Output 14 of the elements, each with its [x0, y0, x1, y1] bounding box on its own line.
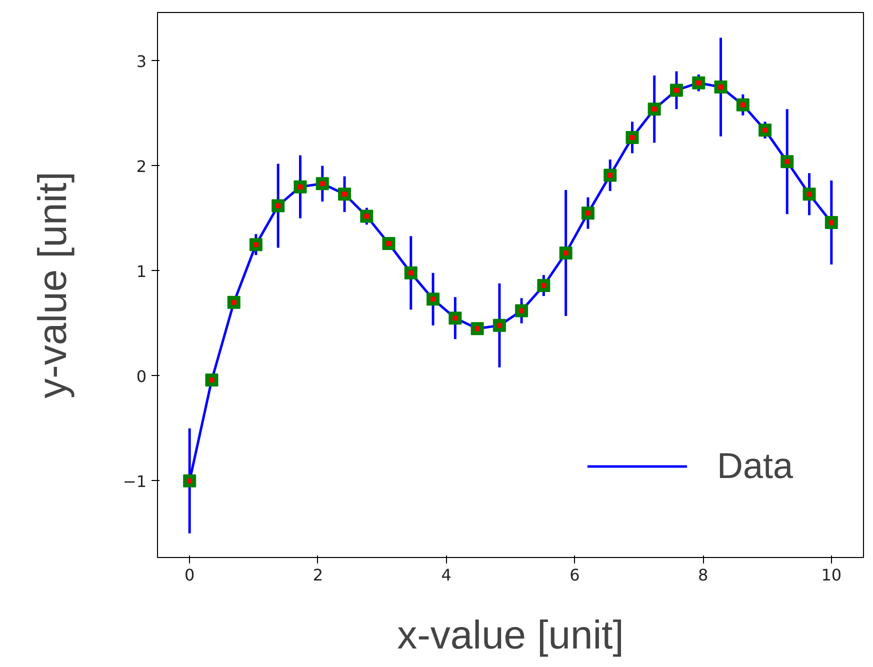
x-tick-label: 8	[698, 566, 708, 584]
legend-label: Data	[716, 445, 793, 487]
x-tick-label: 6	[570, 566, 580, 584]
x-tick-label: 4	[441, 566, 452, 584]
y-tick-label: 1	[136, 262, 147, 281]
x-axis-title: x-value [unit]	[397, 614, 624, 658]
y-tick-label: 3	[136, 52, 147, 71]
y-tick-label: 0	[136, 366, 147, 386]
x-tick-label: 10	[821, 566, 842, 584]
x-tick-label: 0	[184, 566, 195, 584]
y-tick-label: −1	[122, 472, 147, 491]
y-axis-title: y-value [unit]	[30, 172, 75, 398]
y-tick-label: 2	[136, 156, 147, 176]
x-tick-label: 2	[312, 566, 324, 584]
